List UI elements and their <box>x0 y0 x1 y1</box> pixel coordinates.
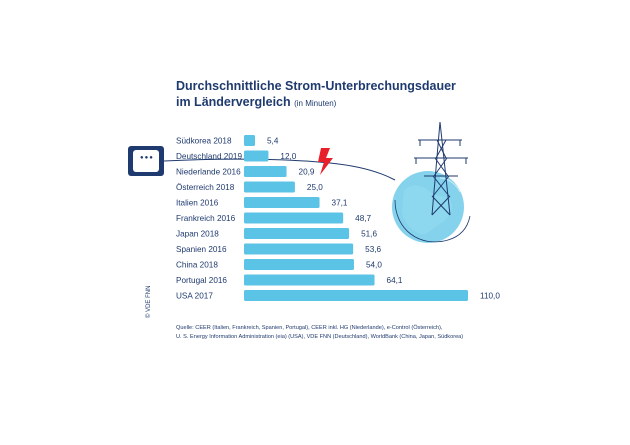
power-tower-icon <box>414 121 468 216</box>
value-label: 12,0 <box>280 152 296 161</box>
bar <box>244 228 350 239</box>
bar <box>244 290 468 301</box>
category-label: USA 2017 <box>176 292 213 301</box>
value-label: 53,6 <box>365 245 381 254</box>
value-label: 5,4 <box>267 137 279 146</box>
category-label: China 2018 <box>176 261 218 270</box>
value-label: 54,0 <box>366 261 382 270</box>
category-label: Südkorea 2018 <box>176 137 232 146</box>
category-label: Österreich 2018 <box>176 182 235 192</box>
lightning-icon <box>318 148 333 175</box>
power-socket-icon: ●●● <box>128 146 164 176</box>
value-label: 64,1 <box>387 276 403 285</box>
chart-title: Durchschnittliche Strom-Unterbrechungsda… <box>176 78 456 112</box>
value-label: 20,9 <box>299 168 315 177</box>
bar <box>244 197 320 208</box>
cable-line <box>163 158 396 181</box>
category-label: Deutschland 2019 <box>176 152 242 161</box>
value-label: 48,7 <box>355 214 371 223</box>
category-label: Italien 2016 <box>176 199 219 208</box>
chart-title-line1: Durchschnittliche Strom-Unterbrechungsda… <box>176 79 456 93</box>
source-note: Quelle: CEER (Italien, Frankreich, Spani… <box>176 324 506 342</box>
credit-label: © VDE FNN <box>146 285 152 318</box>
chart-title-line2: im Ländervergleich <box>176 95 291 109</box>
globe-icon <box>392 171 471 243</box>
bar <box>244 181 295 193</box>
bar <box>244 135 255 146</box>
value-label: 37,1 <box>332 199 348 208</box>
source-line2: U. S. Energy Information Administration … <box>176 334 464 340</box>
bar <box>244 259 354 270</box>
category-label: Frankreich 2016 <box>176 214 236 223</box>
value-label: 51,6 <box>361 230 377 239</box>
category-label: Portugal 2016 <box>176 276 227 285</box>
chart-unit: (in Minuten) <box>294 99 337 108</box>
category-label: Spanien 2016 <box>176 245 227 254</box>
bar <box>244 243 354 255</box>
chart-title-line2-wrap: im Ländervergleich (in Minuten) <box>176 94 456 112</box>
category-label: Niederlande 2016 <box>176 168 241 177</box>
bar <box>244 212 344 224</box>
value-label: 110,0 <box>480 292 500 301</box>
bar <box>244 166 287 177</box>
value-label: 25,0 <box>307 183 323 192</box>
bar <box>244 274 375 286</box>
bar <box>244 150 269 162</box>
category-label: Japan 2018 <box>176 230 219 239</box>
source-line1: Quelle: CEER (Italien, Frankreich, Spani… <box>176 325 443 331</box>
